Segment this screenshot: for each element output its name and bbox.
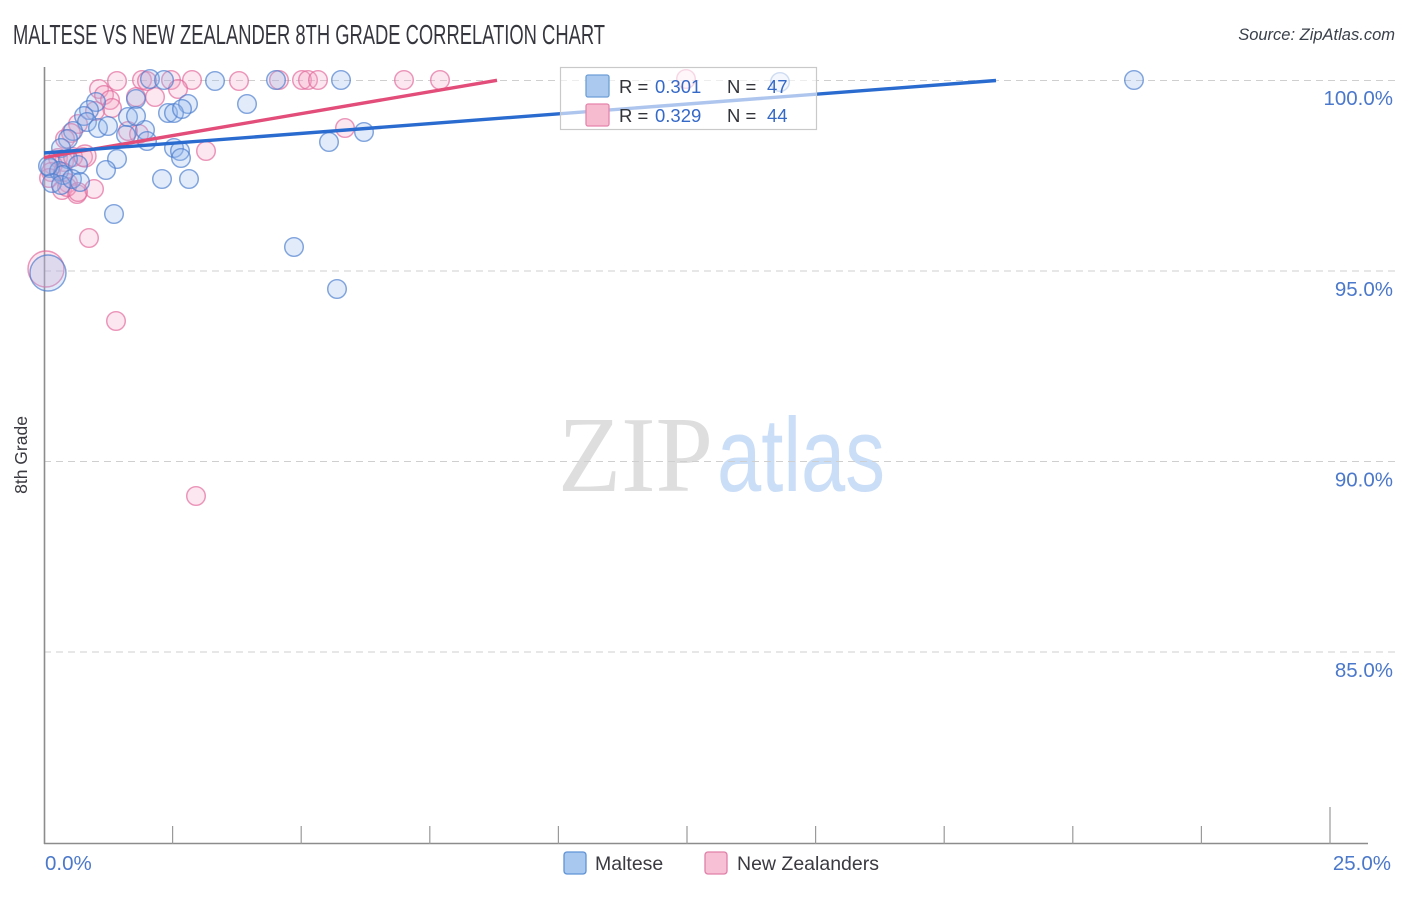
svg-text:25.0%: 25.0% bbox=[1333, 852, 1391, 875]
svg-text:atlas: atlas bbox=[717, 397, 885, 514]
svg-text:0.0%: 0.0% bbox=[45, 852, 92, 875]
svg-text:ZIP: ZIP bbox=[558, 396, 713, 515]
svg-text:Source: ZipAtlas.com: Source: ZipAtlas.com bbox=[1238, 26, 1395, 44]
svg-text:85.0%: 85.0% bbox=[1335, 659, 1393, 682]
svg-text:8th Grade: 8th Grade bbox=[11, 416, 31, 494]
svg-text:New Zealanders: New Zealanders bbox=[737, 853, 879, 875]
svg-text:95.0%: 95.0% bbox=[1335, 278, 1393, 301]
svg-text:MALTESE VS NEW ZEALANDER 8TH G: MALTESE VS NEW ZEALANDER 8TH GRADE CORRE… bbox=[13, 19, 605, 50]
svg-text:Maltese: Maltese bbox=[595, 853, 663, 875]
svg-text:100.0%: 100.0% bbox=[1323, 87, 1393, 110]
svg-text:90.0%: 90.0% bbox=[1335, 469, 1393, 492]
